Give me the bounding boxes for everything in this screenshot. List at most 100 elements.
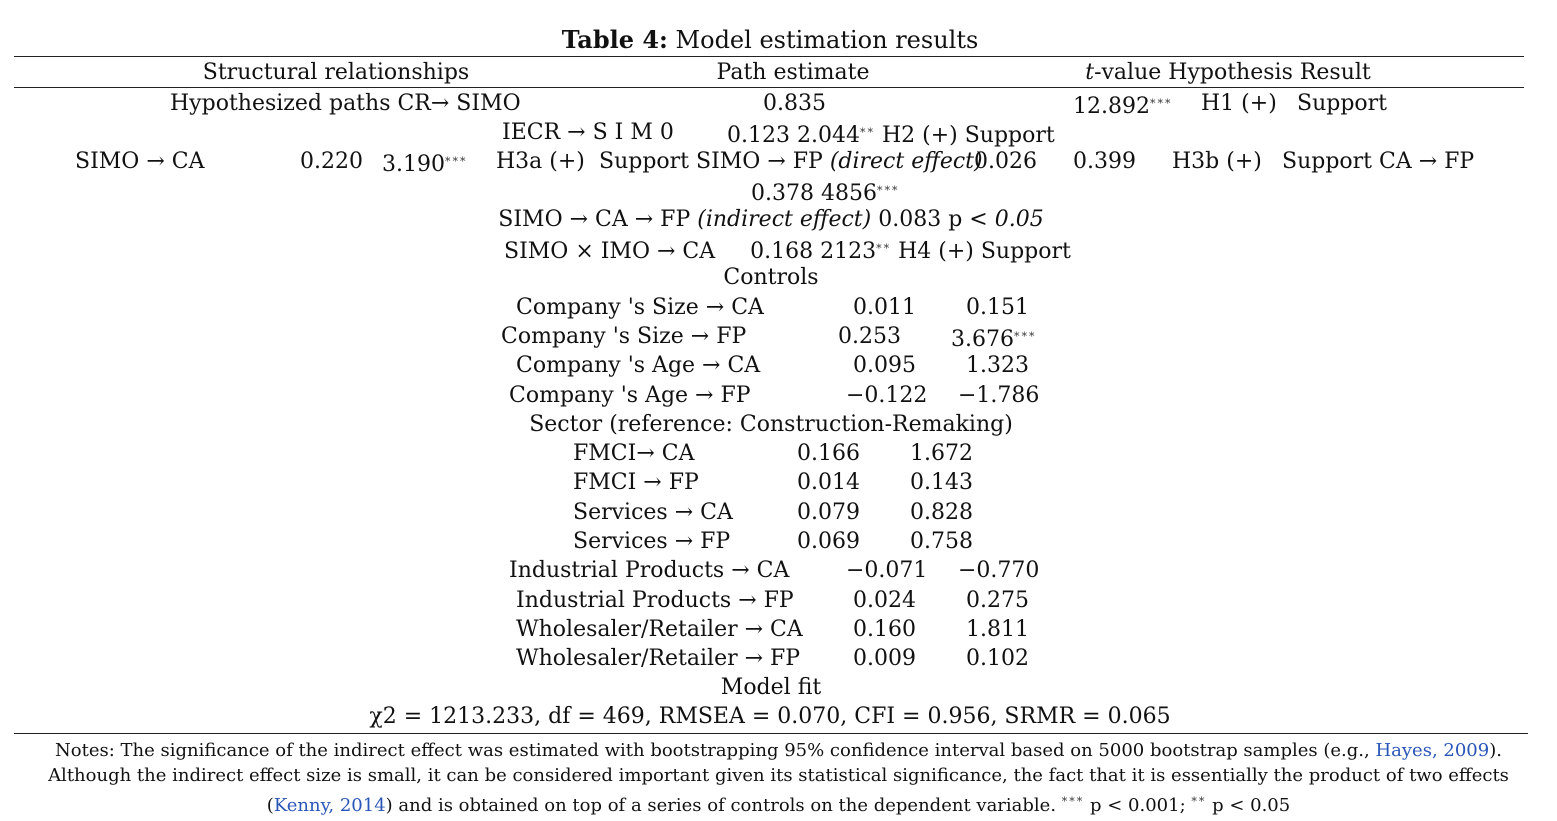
row5-estimate: 0.083 p xyxy=(871,207,970,232)
sector-row-t: −0.770 xyxy=(958,558,1040,583)
sector-row-est: 0.014 xyxy=(797,470,860,495)
sector-row-est: 0.024 xyxy=(853,588,916,613)
row6-path-values: SIMO × IMO → CA 0.168 2123 xyxy=(504,239,877,264)
row3-hypothesis: H3a (+) xyxy=(496,149,585,174)
notes-three-stars: *** xyxy=(1061,795,1085,808)
control-row-est: 0.011 xyxy=(853,295,916,320)
row1-stars: *** xyxy=(1149,97,1173,110)
row1-result: Support xyxy=(1297,91,1388,116)
table-caption: Model estimation results xyxy=(675,26,979,54)
control-row-est: 0.095 xyxy=(853,353,916,378)
row5-p-threshold: < 0.05 xyxy=(969,207,1044,232)
control-row-rel: Company 's Age → FP xyxy=(509,383,751,408)
row3-t-number: 3.190 xyxy=(382,152,445,177)
bottom-rule xyxy=(14,733,1528,734)
control-row-rel: Company 's Age → CA xyxy=(516,353,761,378)
notes-p-005: p < 0.05 xyxy=(1206,795,1291,816)
notes-line-3: (Kenny, 2014) and is obtained on top of … xyxy=(0,789,1557,819)
row3-estimate: 0.220 xyxy=(300,149,363,174)
row6-hyp-result: H4 (+) Support xyxy=(891,239,1071,264)
row6-stars: ** xyxy=(876,242,892,255)
sector-row-est: 0.009 xyxy=(853,646,916,671)
sector-row-t: 1.672 xyxy=(910,441,973,466)
row1-t-number: 12.892 xyxy=(1073,94,1150,119)
notes-p-001: p < 0.001; xyxy=(1084,795,1192,816)
sector-row-rel: Industrial Products → CA xyxy=(509,558,790,583)
row2-hyp-result: H2 (+) Support xyxy=(881,123,1055,148)
row2-stars: ** xyxy=(859,126,875,139)
sector-row-rel: Services → FP xyxy=(573,529,731,554)
control-row-est: 0.253 xyxy=(838,324,901,349)
row1-relationship: Hypothesized paths CR→ SIMO xyxy=(170,91,521,116)
sector-row-rel: Industrial Products → FP xyxy=(516,588,794,613)
row4-stars: *** xyxy=(876,184,900,197)
top-rule xyxy=(14,56,1524,57)
table-label: Table 4: xyxy=(561,25,668,54)
model-fit-heading: Model fit xyxy=(720,675,822,700)
sector-row-est: −0.071 xyxy=(846,558,928,583)
header-t-rest: -value Hypothesis Result xyxy=(1094,60,1371,85)
citation-link-kenny-2014[interactable]: Kenny, 2014 xyxy=(273,795,386,816)
sector-row-t: 0.828 xyxy=(910,500,973,525)
row1-t-value: 12.892*** xyxy=(1073,91,1172,120)
header-rule xyxy=(14,87,1524,88)
row5-indirect-effect: SIMO → CA → FP (indirect effect) 0.083 p… xyxy=(498,207,1043,233)
citation-link-hayes-2009[interactable]: Hayes, 2009 xyxy=(1375,740,1490,761)
control-row-rel: Company 's Size → CA xyxy=(516,295,764,320)
sector-row-t: 0.275 xyxy=(966,588,1029,613)
header-t-italic: t xyxy=(1085,60,1095,85)
control-row-est: −0.122 xyxy=(846,383,928,408)
sector-row-t: 0.758 xyxy=(910,529,973,554)
row3-direct-t-value: 0.399 xyxy=(1073,149,1136,174)
row1-hypothesis: H1 (+) xyxy=(1201,91,1277,116)
notes-two-stars: ** xyxy=(1191,795,1207,808)
control-row-t: 3.676*** xyxy=(951,324,1036,353)
row5-path: SIMO → CA → FP xyxy=(498,207,698,232)
row3-direct-effect: Support SIMO → FP (direct effect) xyxy=(599,149,983,175)
row4-est-t: 0.378 4856 xyxy=(751,181,877,206)
row3-relationship: SIMO → CA xyxy=(75,149,205,174)
sector-row-t: 0.102 xyxy=(966,646,1029,671)
sector-row-t: 0.143 xyxy=(910,470,973,495)
row3-direct-estimate: 0.026 xyxy=(974,149,1037,174)
notes-line1-end: ). xyxy=(1489,740,1502,761)
row3-hypothesis-2: H3b (+) xyxy=(1172,149,1262,174)
notes-line-1: Notes: The significance of the indirect … xyxy=(0,738,1557,764)
row3-t-value: 3.190*** xyxy=(382,149,467,178)
row3-stars: *** xyxy=(444,155,468,168)
sector-row-rel: Wholesaler/Retailer → CA xyxy=(516,617,803,642)
header-structural-relationships: Structural relationships xyxy=(202,60,470,85)
header-path-estimate: Path estimate xyxy=(716,60,870,85)
row1-estimate: 0.835 xyxy=(763,91,826,116)
row2-values: 0.123 2.044** H2 (+) Support xyxy=(727,120,1055,149)
notes-line3-open: ( xyxy=(266,795,274,816)
control-row-t: −1.786 xyxy=(958,383,1040,408)
sector-row-rel: FMCI → FP xyxy=(573,470,699,495)
control-row-t: 0.151 xyxy=(966,295,1029,320)
control-row-t: 1.323 xyxy=(966,353,1029,378)
controls-heading: Controls xyxy=(723,265,819,290)
row2-relationship: IECR → S I M 0 xyxy=(502,120,674,145)
sector-row-est: 0.166 xyxy=(797,441,860,466)
sector-row-est: 0.160 xyxy=(853,617,916,642)
notes-line3-text: ) and is obtained on top of a series of … xyxy=(385,795,1062,816)
row6-interaction: SIMO × IMO → CA 0.168 2123** H4 (+) Supp… xyxy=(504,236,1071,265)
sector-row-rel: Services → CA xyxy=(573,500,733,525)
table-title: Table 4: Model estimation results xyxy=(561,25,979,54)
notes-line1-text: Notes: The significance of the indirect … xyxy=(55,740,1376,761)
row5-indirect-italic: (indirect effect) xyxy=(697,207,872,232)
control-row-rel: Company 's Size → FP xyxy=(501,324,747,349)
row3-mid-text: Support SIMO → FP xyxy=(599,149,830,174)
row3-tail: Support CA → FP xyxy=(1282,149,1475,174)
control-stars: *** xyxy=(1013,330,1037,343)
sector-row-rel: Wholesaler/Retailer → FP xyxy=(516,646,801,671)
header-t-value-hypothesis-result: t-value Hypothesis Result xyxy=(1085,60,1371,86)
sector-row-est: 0.079 xyxy=(797,500,860,525)
notes-line-2: Although the indirect effect size is sma… xyxy=(48,765,1509,786)
row4-values: 0.378 4856*** xyxy=(751,178,899,207)
sector-row-rel: FMCI→ CA xyxy=(573,441,695,466)
model-fit-statistics: χ2 = 1213.233, df = 469, RMSEA = 0.070, … xyxy=(369,704,1171,729)
sector-row-est: 0.069 xyxy=(797,529,860,554)
row3-direct-effect-italic: (direct effect) xyxy=(829,149,983,174)
row2-est-t: 0.123 2.044 xyxy=(727,123,860,148)
